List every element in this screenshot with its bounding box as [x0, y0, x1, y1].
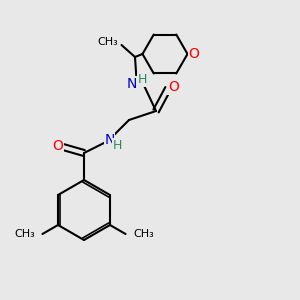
Text: CH₃: CH₃ [98, 37, 118, 47]
Text: CH₃: CH₃ [133, 229, 154, 239]
Text: N: N [127, 77, 137, 91]
Text: O: O [189, 47, 200, 61]
Text: N: N [104, 133, 115, 146]
Text: O: O [168, 80, 179, 94]
Text: CH₃: CH₃ [14, 229, 35, 239]
Text: H: H [112, 139, 122, 152]
Text: O: O [52, 139, 63, 152]
Text: H: H [138, 73, 147, 86]
